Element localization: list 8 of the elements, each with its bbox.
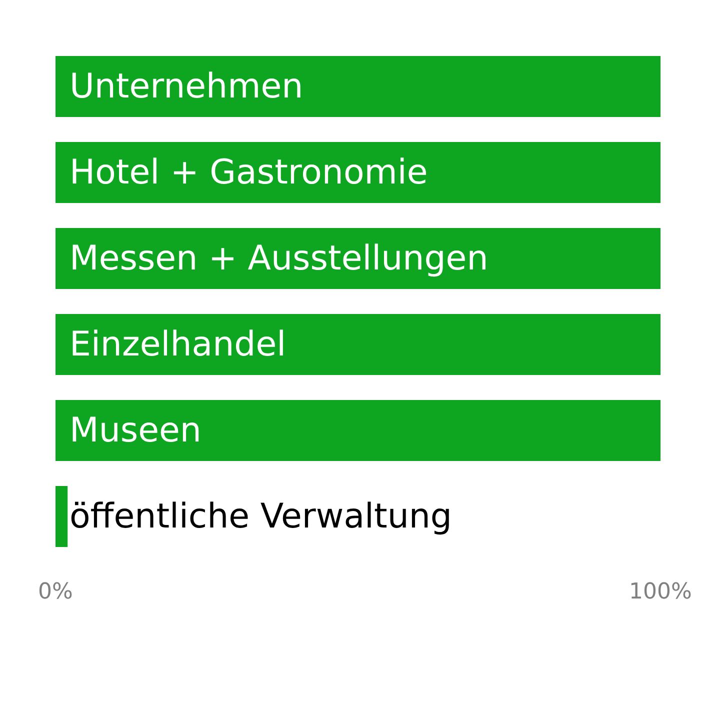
y-tick-label: Unternehmen [70, 66, 304, 106]
y-tick-label: Messen + Ausstellungen [70, 238, 488, 278]
y-tick-label: Einzelhandel [70, 324, 286, 364]
x-tick-label: 100% [629, 580, 692, 604]
x-tick-label: 0% [38, 580, 73, 604]
y-tick-label: Museen [70, 410, 202, 450]
y-tick-label: öffentliche Verwaltung [70, 496, 452, 536]
y-tick-label: Hotel + Gastronomie [70, 152, 428, 192]
